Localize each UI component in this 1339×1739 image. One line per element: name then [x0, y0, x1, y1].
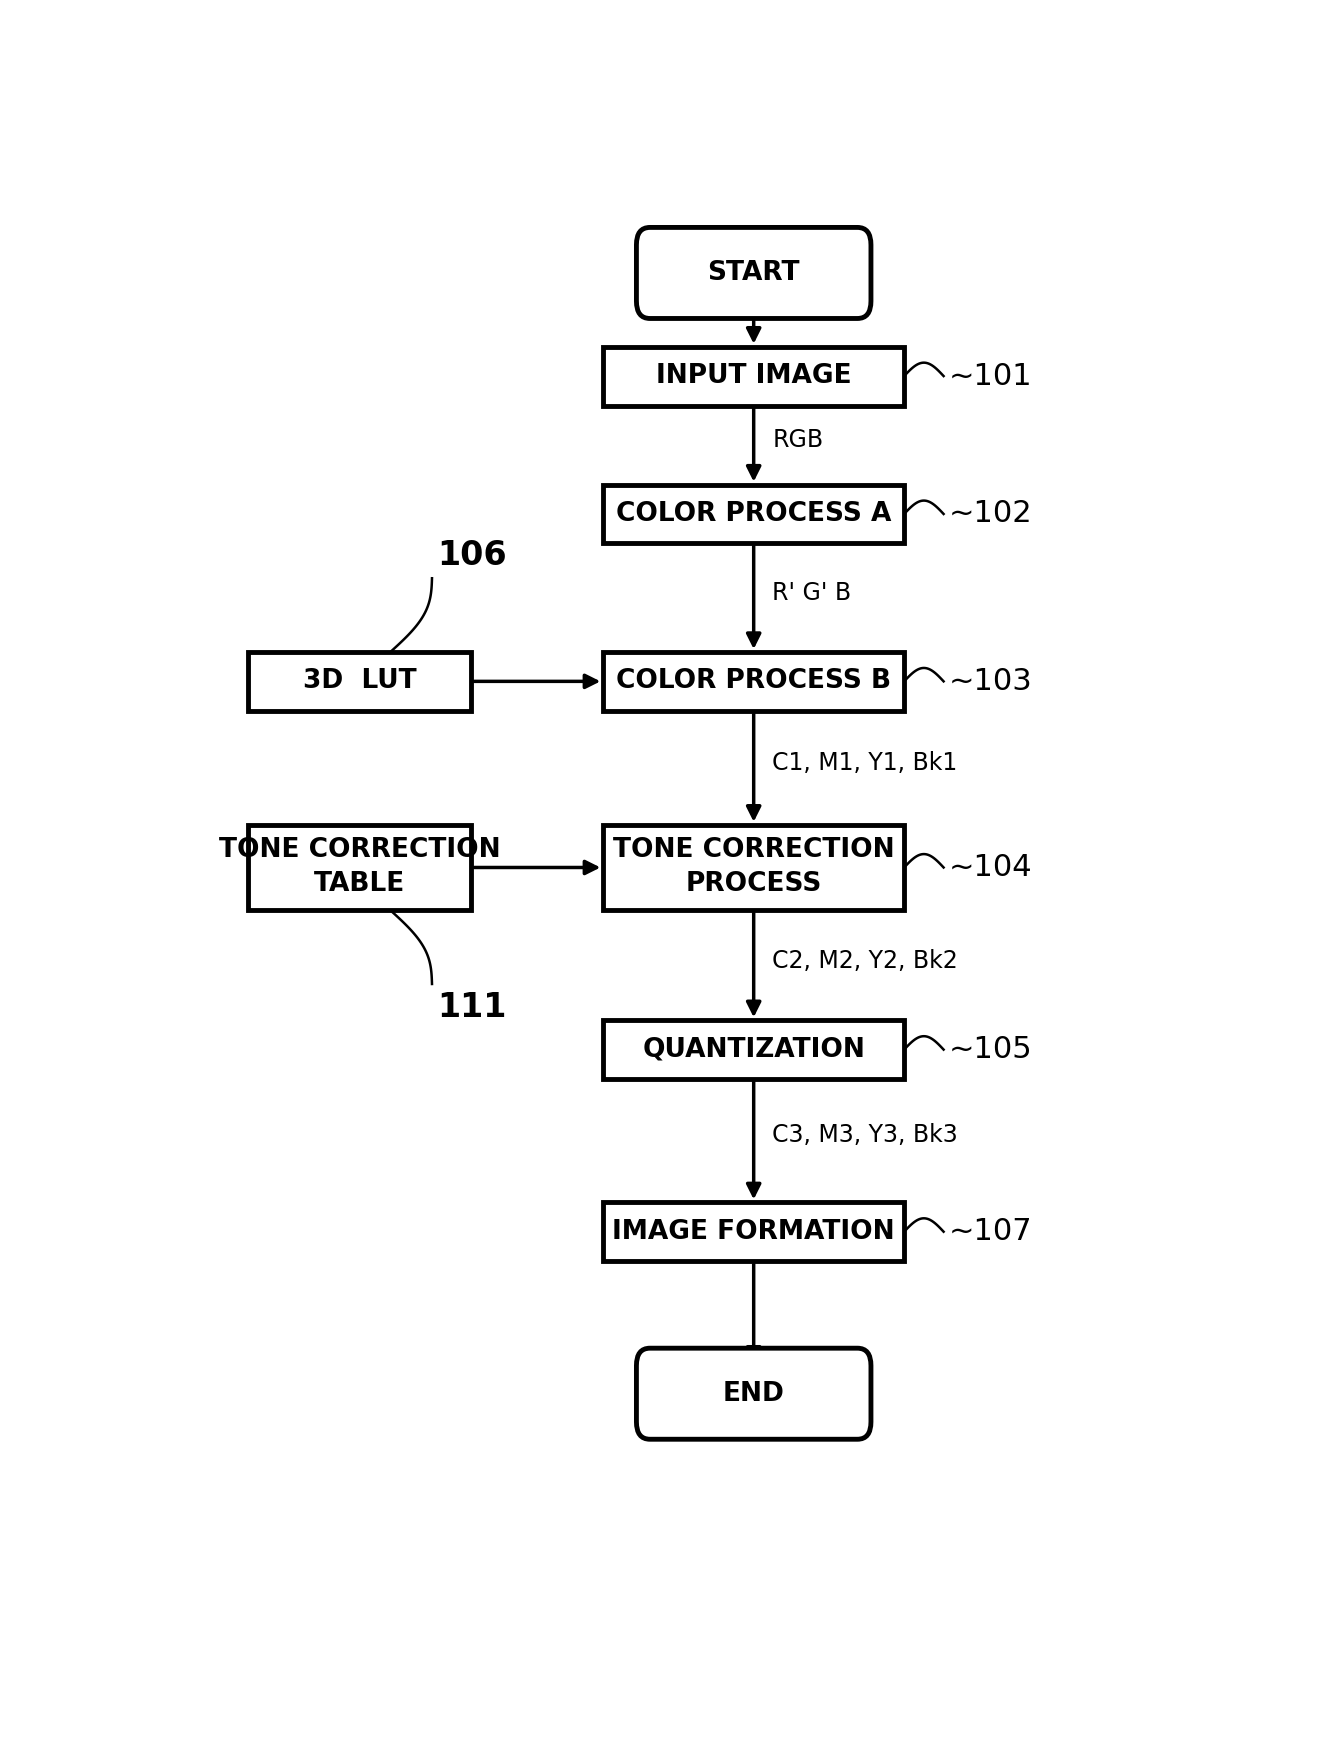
Text: TONE CORRECTION
PROCESS: TONE CORRECTION PROCESS [613, 838, 894, 897]
Bar [248, 652, 471, 711]
Bar [603, 652, 904, 711]
Text: C2, M2, Y2, Bk2: C2, M2, Y2, Bk2 [773, 949, 959, 974]
Text: C1, M1, Y1, Bk1: C1, M1, Y1, Bk1 [773, 751, 957, 776]
Text: START: START [707, 259, 799, 285]
Bar [603, 1021, 904, 1078]
Bar [603, 824, 904, 909]
FancyBboxPatch shape [636, 228, 870, 318]
Bar [248, 824, 471, 909]
Text: ~104: ~104 [949, 854, 1032, 882]
Text: ~105: ~105 [949, 1035, 1032, 1064]
Text: ~107: ~107 [949, 1217, 1032, 1247]
Text: TONE CORRECTION
TABLE: TONE CORRECTION TABLE [218, 838, 501, 897]
Text: 106: 106 [438, 539, 506, 572]
Text: C3, M3, Y3, Bk3: C3, M3, Y3, Bk3 [773, 1123, 959, 1148]
Text: 3D  LUT: 3D LUT [303, 668, 416, 694]
FancyBboxPatch shape [636, 1348, 870, 1440]
Text: ~102: ~102 [949, 499, 1032, 529]
Text: INPUT IMAGE: INPUT IMAGE [656, 363, 852, 390]
Text: COLOR PROCESS B: COLOR PROCESS B [616, 668, 892, 694]
Text: END: END [723, 1381, 785, 1407]
Text: RGB: RGB [773, 428, 823, 452]
Text: QUANTIZATION: QUANTIZATION [643, 1036, 865, 1063]
Bar [603, 346, 904, 405]
Text: COLOR PROCESS A: COLOR PROCESS A [616, 501, 892, 527]
Text: ~103: ~103 [949, 666, 1032, 696]
Bar [603, 485, 904, 543]
Text: IMAGE FORMATION: IMAGE FORMATION [612, 1219, 894, 1245]
Bar [603, 1202, 904, 1261]
Text: 111: 111 [438, 991, 506, 1024]
Text: R' G' B: R' G' B [773, 581, 852, 605]
Text: ~101: ~101 [949, 362, 1032, 391]
